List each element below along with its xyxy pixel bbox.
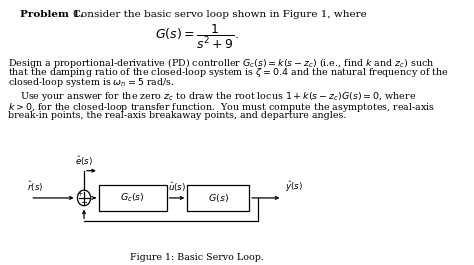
Text: $\hat{r}(s)$: $\hat{r}(s)$	[27, 179, 43, 194]
Text: $\hat{e}(s)$: $\hat{e}(s)$	[75, 154, 93, 168]
Text: −: −	[80, 199, 87, 207]
Text: $G(s)$: $G(s)$	[208, 192, 229, 204]
Bar	[99, 185, 167, 211]
Text: Figure 1: Basic Servo Loop.: Figure 1: Basic Servo Loop.	[130, 253, 264, 262]
Text: Use your answer for the zero $z_c$ to draw the root locus $1 + k(s - z_c)G(s) = : Use your answer for the zero $z_c$ to dr…	[8, 90, 416, 103]
Bar	[187, 185, 249, 211]
Text: $\hat{y}(s)$: $\hat{y}(s)$	[285, 179, 303, 194]
Text: break-in points, the real-axis breakaway points, and departure angles.: break-in points, the real-axis breakaway…	[8, 111, 346, 120]
Text: $k > 0$, for the closed-loop transfer function.  You must compute the asymptotes: $k > 0$, for the closed-loop transfer fu…	[8, 101, 435, 114]
Text: $G_c(s)$: $G_c(s)$	[120, 192, 145, 204]
Text: that the damping ratio of the closed-loop system is $\zeta = 0.4$ and the natura: that the damping ratio of the closed-loo…	[8, 66, 449, 79]
Text: $G(s) = \dfrac{1}{s^2+9}.$: $G(s) = \dfrac{1}{s^2+9}.$	[155, 23, 239, 51]
Text: Design a proportional-derivative (PD) controller $G_c(s) = k(s - z_c)$ (i.e., fi: Design a proportional-derivative (PD) co…	[8, 56, 435, 70]
Text: Consider the basic servo loop shown in Figure 1, where: Consider the basic servo loop shown in F…	[73, 10, 367, 19]
Text: $\hat{u}(s)$: $\hat{u}(s)$	[168, 180, 186, 194]
Text: closed-loop system is $\omega_n = 5$ rad/s.: closed-loop system is $\omega_n = 5$ rad…	[8, 76, 174, 89]
Text: Problem 1.: Problem 1.	[19, 10, 83, 19]
Text: +: +	[76, 190, 82, 198]
